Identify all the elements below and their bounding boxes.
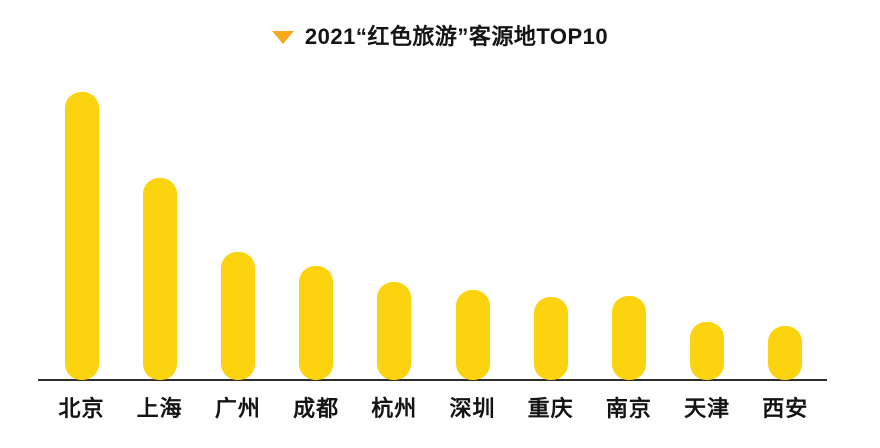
bar-10: [768, 326, 803, 380]
x-axis-label-6: 深圳: [449, 396, 496, 421]
bar-8: [611, 296, 646, 380]
x-axis-label-10: 西安: [762, 396, 809, 421]
x-axis-line: [38, 379, 827, 381]
bar-1: [64, 92, 99, 380]
triangle-down-icon: [271, 30, 294, 44]
x-axis-label-3: 广州: [214, 396, 261, 421]
bar-2: [142, 178, 177, 380]
x-axis-label-9: 天津: [684, 396, 731, 421]
x-axis-label-7: 重庆: [527, 396, 574, 421]
x-axis-label-1: 北京: [58, 396, 105, 421]
x-axis-label-2: 上海: [136, 396, 183, 421]
chart-title: 2021“红色旅游”客源地TOP10: [304, 24, 609, 49]
bar-6: [455, 290, 490, 380]
bar-7: [533, 297, 568, 380]
chart-header: 2021“红色旅游”客源地TOP10: [0, 24, 880, 50]
bar-5: [377, 282, 412, 380]
bar-3: [220, 252, 255, 380]
bar-9: [690, 322, 725, 380]
x-axis-label-8: 南京: [605, 396, 652, 421]
x-axis-label-4: 成都: [293, 396, 340, 421]
x-axis-label-5: 杭州: [371, 396, 418, 421]
bar-4: [299, 266, 334, 380]
